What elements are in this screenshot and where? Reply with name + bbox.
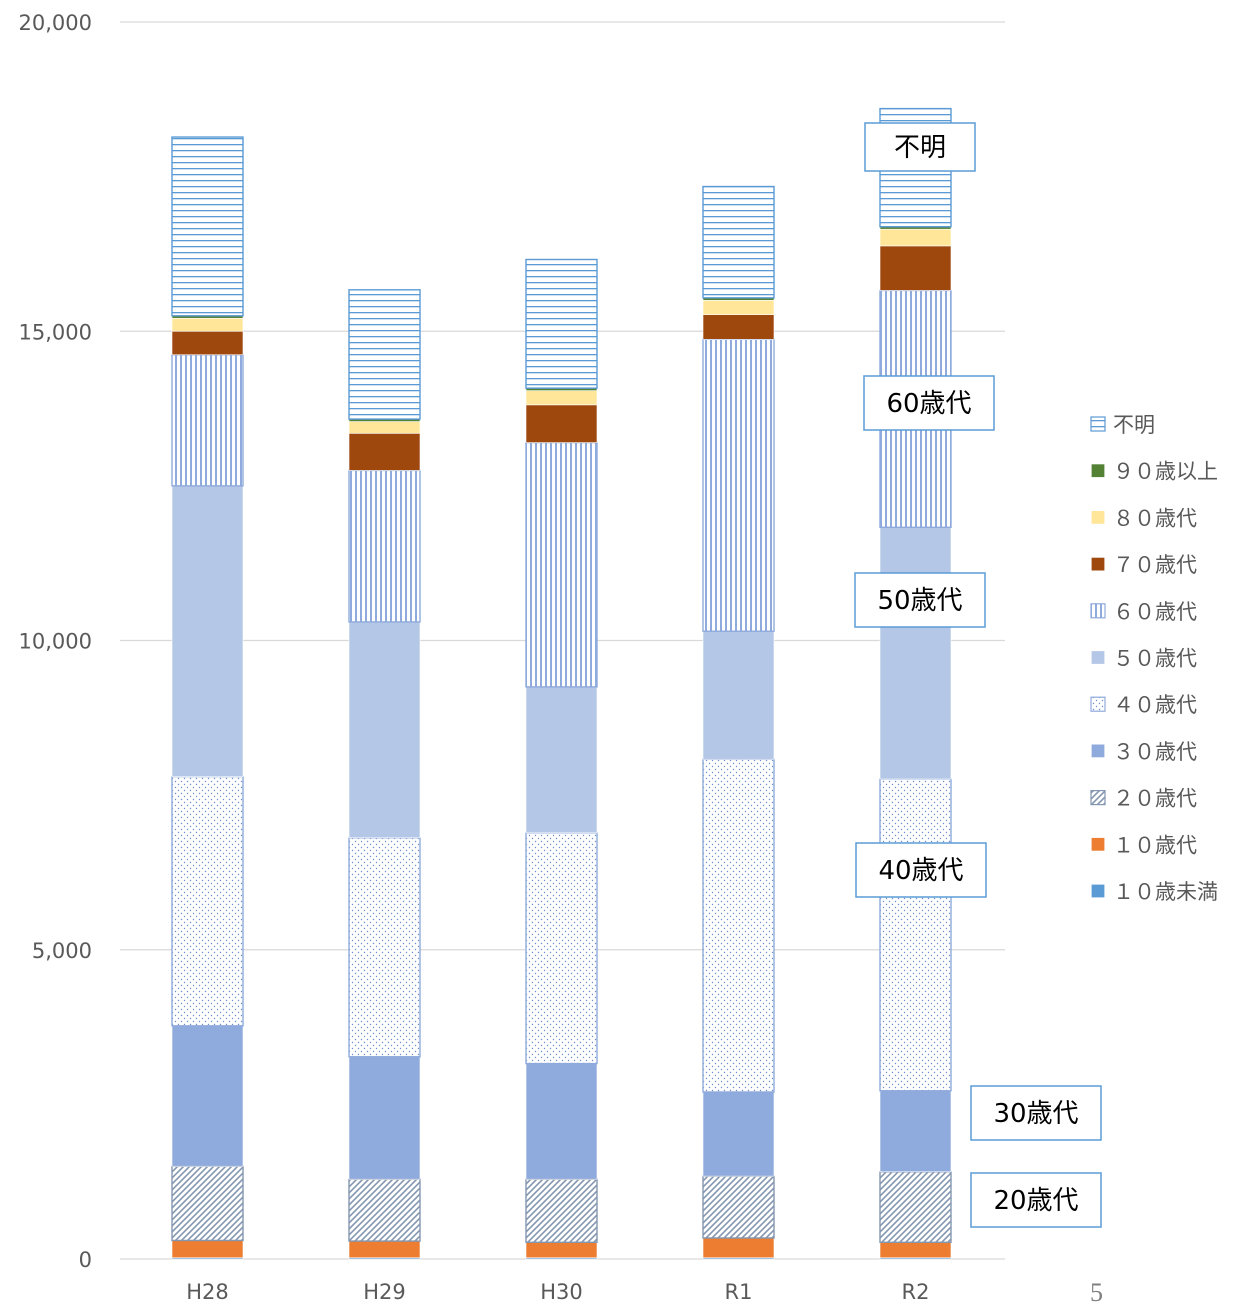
callout-label: 40歳代 [878,856,963,886]
bar-segment [702,185,775,299]
bar-segment [879,778,952,1092]
bar-segment [171,485,244,777]
bar-segment [879,1171,952,1244]
bar-segment [879,1090,952,1173]
bar-segment [525,441,598,688]
callout-box [864,122,976,172]
bar-segment [702,1237,775,1259]
legend-swatch [1090,416,1106,432]
bar-segment [702,300,775,315]
bar-segment [348,469,421,623]
bar-segment [525,1178,598,1244]
bar-segment [702,1091,775,1177]
legend-label: ４０歳代 [1113,693,1197,717]
y-tick-label: 0 [79,1248,92,1272]
bar-segment [171,1025,244,1167]
legend-label: ５０歳代 [1113,647,1197,671]
legend-label: １０歳未満 [1113,880,1218,904]
bar-segment [702,314,775,340]
bar-segment [348,433,421,471]
segment-callouts: 不明 60歳代 50歳代 40歳代 30歳代 20歳代 [854,122,1102,1228]
legend-label: ９０歳以上 [1113,460,1218,484]
bar-segment [171,1165,244,1242]
bar-segment [702,630,775,760]
callout-label: 20歳代 [993,1186,1078,1216]
bars [171,107,952,1260]
legend-label: ７０歳代 [1113,553,1197,577]
legend-label: ６０歳代 [1113,600,1197,624]
bar-segment [171,330,244,356]
x-tick-label: H28 [186,1280,229,1304]
legend-swatch [1090,463,1106,479]
callout-box [855,842,987,898]
legend: 不明 ９０歳以上 ８０歳代 ７０歳代 ６０歳代 ５０歳代 ４０歳代 ３０歳代 ２０歳代 １０歳代 １… [1090,413,1218,904]
x-tick-label: H29 [363,1280,406,1304]
y-tick-label: 15,000 [19,320,92,344]
bar-segment [348,421,421,434]
legend-label: ８０歳代 [1113,506,1197,530]
bar-segment [171,1240,244,1259]
page-number: 5 [1090,1278,1103,1307]
legend-swatch [1090,603,1106,619]
callout-box [863,375,995,431]
bar-segment [702,338,775,632]
bar-segment [171,136,244,317]
y-tick-label: 5,000 [32,939,92,963]
legend-swatch [1090,509,1106,525]
bar-segment [879,527,952,780]
bar-segment [525,832,598,1065]
x-axis-ticks: H28 H29 H30 R1 R2 [186,1280,929,1304]
y-tick-label: 20,000 [19,11,92,35]
bar-segment [879,1242,952,1259]
bar-segment [171,317,244,332]
bar-segment [525,258,598,389]
bar-segment [348,1240,421,1259]
bar-segment [348,289,421,420]
y-tick-label: 10,000 [19,630,92,654]
callout-box [970,1172,1102,1228]
bar-segment [348,837,421,1058]
bar-segment [348,1056,421,1180]
callout-label: 50歳代 [877,586,962,616]
legend-swatch [1090,789,1106,806]
legend-swatch [1090,556,1106,572]
callout-box [970,1085,1102,1141]
bar-segment [702,758,775,1093]
legend-swatch [1090,743,1106,759]
x-tick-label: R1 [725,1280,753,1304]
callout-label: 30歳代 [993,1099,1078,1129]
bar-segment [879,245,952,291]
legend-swatch [1090,649,1106,666]
bar-segment [525,686,598,834]
y-axis-ticks: 0 5,000 10,000 15,000 20,000 [19,11,92,1272]
bar-segment [171,775,244,1027]
legend-label: １０歳代 [1113,833,1197,857]
callout-label: 不明 [894,133,946,163]
bar-segment [525,1242,598,1259]
bar-segment [348,621,421,839]
bar-segment [879,228,952,247]
bar-segment [348,1178,421,1242]
legend-swatch [1090,696,1106,712]
legend-label: 不明 [1113,413,1155,437]
bar-segment [525,404,598,443]
legend-swatch [1090,883,1106,899]
callout-label: 60歳代 [886,389,971,419]
bar-segment [525,390,598,406]
legend-label: ２０歳代 [1113,787,1197,811]
callout-box [854,572,986,628]
bar-segment [525,1063,598,1180]
legend-swatch [1090,836,1106,852]
x-tick-label: R2 [902,1280,930,1304]
bar-segment [702,1175,775,1239]
legend-label: ３０歳代 [1113,740,1197,764]
x-tick-label: H30 [540,1280,583,1304]
bar-segment [171,354,244,487]
